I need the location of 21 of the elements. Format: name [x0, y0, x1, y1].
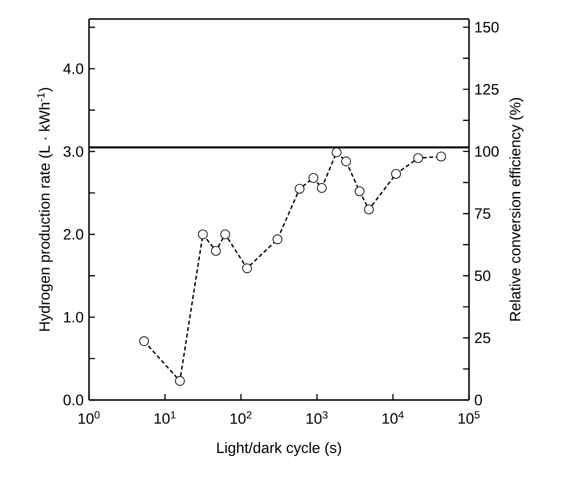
x-tick-label: 10$^{2}$ [230, 411, 252, 424]
y2-tick-label: 75 [474, 208, 490, 219]
y-axis-title: Hydrogen production rate (L · kWh$^{-1}$) [37, 88, 53, 331]
x-tick-label: 10$^{5}$ [458, 411, 480, 424]
y2-tick-label: 100 [475, 146, 499, 157]
x-tick-label: 10$^{1}$ [154, 411, 176, 424]
x-tick-label: 10$^{3}$ [306, 411, 328, 424]
x-axis-title: Light/dark cycle (s) [217, 442, 341, 456]
y2-tick-label: 150 [475, 22, 499, 32]
y-tick-label: 1.0 [64, 312, 84, 322]
y2-tick-label: 25 [474, 332, 490, 344]
y-tick-label: 2.0 [64, 229, 84, 240]
x-tick-label: 10$^{4}$ [382, 411, 404, 424]
y-tick-label: 0.0 [64, 394, 84, 406]
y2-axis-title: Relative conversion efficiency (%) [509, 98, 524, 321]
y2-tick-label: 0 [474, 394, 482, 406]
y-tick-label: 3.0 [64, 146, 84, 157]
x-tick-label: 10$^{0}$ [78, 411, 100, 424]
y-tick-label: 4.0 [63, 63, 84, 74]
y2-tick-label: 125 [475, 84, 499, 95]
y2-tick-label: 50 [474, 270, 490, 282]
